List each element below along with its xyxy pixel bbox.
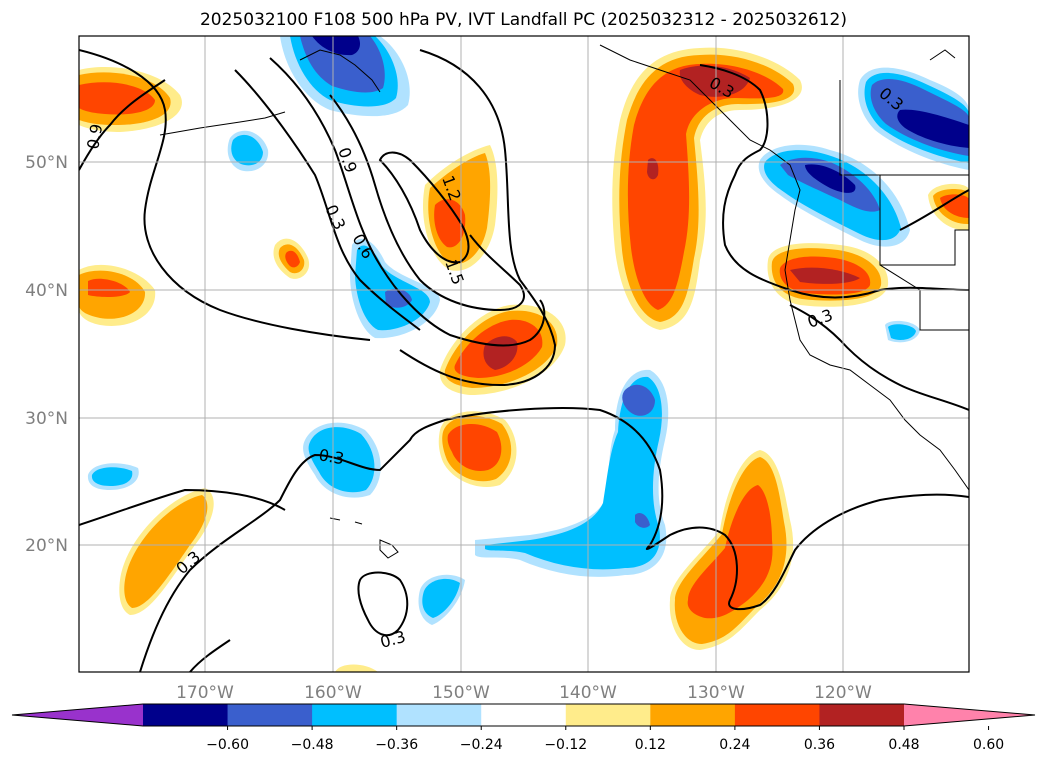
colorbar-outline [11, 703, 1036, 727]
colorbar-tick-label: 0.24 [719, 737, 750, 753]
colorbar: −0.60 −0.48 −0.36 −0.24 −0.12 0.12 0.24 0.36 0.4… [11, 703, 1036, 753]
colorbar-swatch [481, 704, 567, 726]
colorbar-extend-min [12, 704, 143, 726]
lat-label: 30°N [25, 409, 68, 429]
plot-frame [78, 35, 970, 673]
colorbar-extend-max [904, 704, 1035, 726]
coastlines [159, 44, 969, 559]
lon-label: 140°W [559, 683, 617, 703]
colorbar-tick-label: −0.48 [291, 737, 334, 753]
colorbar-swatch [819, 704, 905, 726]
lon-label: 150°W [432, 683, 490, 703]
pv-anomaly-fills [79, 36, 969, 672]
contour-label: 0.3 [317, 445, 345, 468]
lon-label: 120°W [814, 683, 872, 703]
colorbar-swatch [650, 704, 736, 726]
lat-label: 40°N [25, 281, 68, 301]
colorbar-tick-label: 0.48 [888, 737, 919, 753]
contour-label: 0.3 [805, 305, 835, 332]
colorbar-swatch [396, 704, 482, 726]
contour-label: 0.9 [83, 122, 106, 150]
colorbar-swatch [734, 704, 820, 726]
pv-contours [79, 49, 969, 672]
lon-label: 130°W [687, 683, 745, 703]
colorbar-tick-label: 0.36 [804, 737, 835, 753]
colorbar-swatch [227, 704, 313, 726]
colorbar-tick-label: −0.24 [460, 737, 503, 753]
graticule [79, 36, 969, 672]
contour-label: 0.9 [334, 145, 361, 175]
lon-label: 160°W [304, 683, 362, 703]
colorbar-tick-label: 0.12 [635, 737, 666, 753]
lon-label: 170°W [176, 683, 234, 703]
colorbar-swatch [143, 704, 229, 726]
lat-label: 50°N [25, 153, 68, 173]
colorbar-swatch [565, 704, 651, 726]
colorbar-tick-label: 0.60 [973, 737, 1004, 753]
colorbar-tick-label: −0.60 [206, 737, 249, 753]
colorbar-tick-label: −0.36 [375, 737, 418, 753]
map-title: 2025032100 F108 500 hPa PV, IVT Landfall… [199, 10, 847, 30]
contour-label: 0.3 [378, 627, 408, 652]
colorbar-swatch [312, 704, 398, 726]
lat-label: 20°N [25, 536, 68, 556]
longitude-labels: 170°W 160°W 150°W 140°W 130°W 120°W [176, 683, 872, 703]
latitude-labels: 50°N 40°N 30°N 20°N [25, 153, 68, 556]
colorbar-tick-label: −0.12 [544, 737, 587, 753]
